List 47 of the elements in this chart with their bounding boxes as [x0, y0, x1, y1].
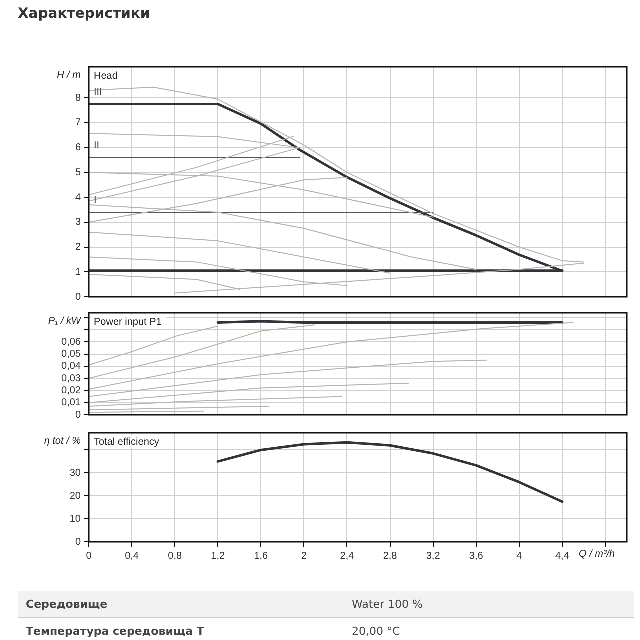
y-tick-label: 5	[75, 167, 82, 178]
x-tick-label: 1,6	[254, 550, 269, 562]
text: Середовище	[18, 591, 344, 618]
x-tick-label: 1,2	[211, 550, 226, 562]
x-tick-label: 4,4	[555, 550, 570, 562]
y-tick-label: 0,03	[62, 373, 82, 384]
x-tick-label: 0	[86, 550, 92, 562]
y-tick-label: 0,01	[62, 398, 82, 409]
y-tick-label: 0	[75, 292, 82, 303]
y-tick-label: 0,06	[62, 336, 82, 348]
y-tick-label: 0	[75, 536, 82, 548]
x-tick-label: 0,8	[168, 550, 182, 562]
text: 20,00 °C	[344, 618, 634, 640]
y-tick-label: 10	[70, 514, 82, 525]
y-tick-label: 6	[75, 142, 82, 154]
x-axis-title: Q / m³/h	[579, 548, 616, 560]
x-tick-label: 2	[301, 550, 308, 562]
annotation: I	[94, 195, 97, 206]
chart-subtitle: Head	[94, 70, 118, 82]
y-tick-label: 0,05	[62, 349, 82, 360]
x-tick-label: 2,4	[340, 550, 355, 562]
y-tick-label: 3	[75, 217, 82, 228]
y-axis-title: η tot / %	[44, 436, 82, 447]
y-axis-title: H / m	[57, 70, 81, 81]
y-tick-label: 4	[75, 192, 82, 204]
y-tick-label: 30	[70, 468, 82, 479]
annotation: III	[94, 87, 102, 98]
y-tick-label: 0	[75, 410, 82, 421]
x-tick-label: 2,8	[383, 550, 398, 562]
x-tick-label: 3,2	[426, 550, 441, 562]
text: Water 100 %	[344, 591, 634, 618]
chart-title: Power input P1	[94, 316, 162, 328]
y-axis-title: P₁ / kW	[48, 316, 83, 327]
chart-title: Total efficiency	[94, 436, 160, 448]
y-tick-label: 0,04	[62, 361, 82, 372]
x-tick-label: 0,4	[125, 550, 140, 562]
y-tick-label: 20	[70, 490, 82, 502]
y-tick-label: 1	[75, 266, 82, 278]
y-tick-label: 2	[75, 242, 82, 254]
annotation: II	[94, 140, 100, 152]
y-tick-label: 8	[75, 92, 82, 104]
y-tick-label: 0,02	[62, 385, 82, 396]
y-tick-label: 7	[75, 118, 82, 129]
x-tick-label: 4	[516, 550, 523, 562]
text: Температура середовища T	[18, 618, 344, 640]
x-tick-label: 3,6	[469, 550, 484, 562]
chart-title: Характеристики	[18, 6, 150, 22]
